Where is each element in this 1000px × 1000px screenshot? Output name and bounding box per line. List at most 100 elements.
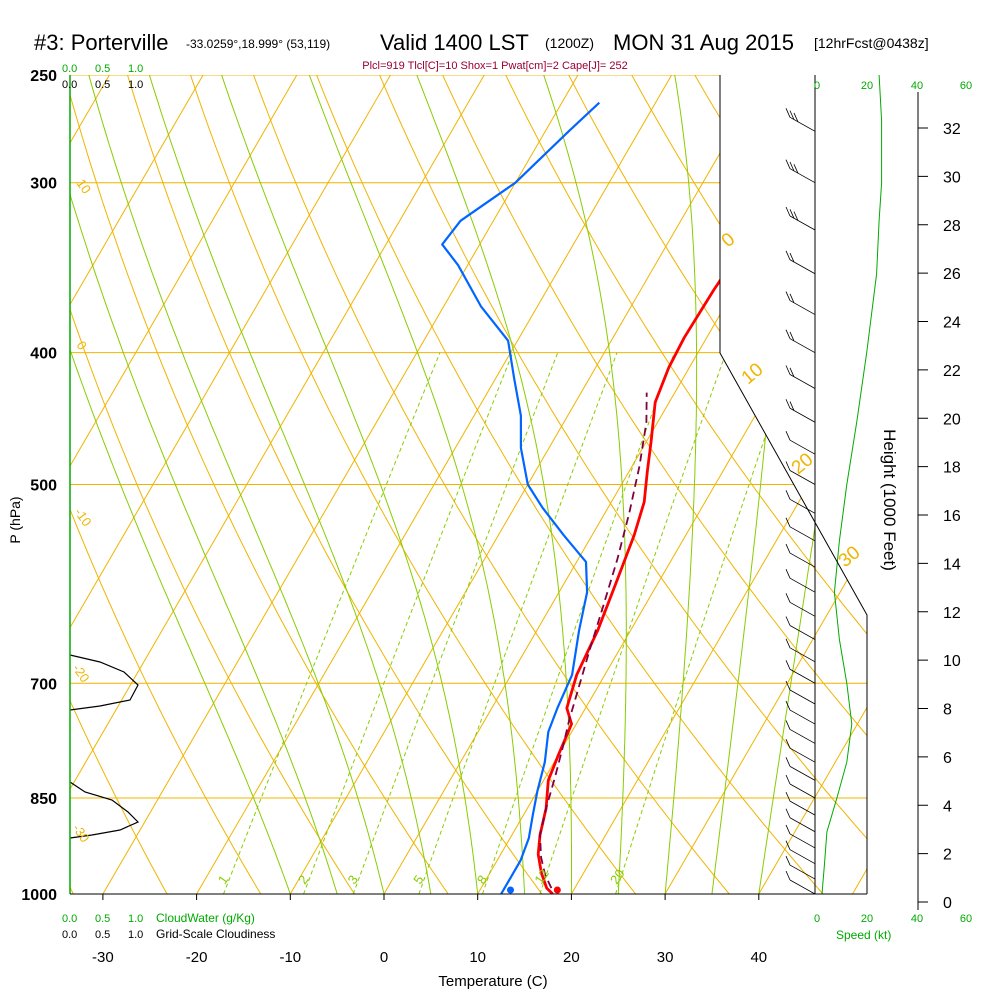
dry-adiabat-line [431, 75, 867, 894]
wind-barb [789, 552, 816, 568]
wind-barb [789, 116, 816, 132]
dry-adiabat-line [805, 75, 867, 894]
wind-barb [789, 577, 816, 593]
y-tick-label: 700 [30, 676, 57, 693]
isotherm-line [664, 75, 867, 894]
wind-barb [789, 817, 816, 833]
isotherm-line [0, 75, 16, 894]
wind-barb-flag [785, 616, 791, 626]
speed-top-tick: 20 [861, 80, 873, 92]
height-axis-title: Height (1000 Feet) [880, 429, 899, 571]
wind-barb-flag [785, 700, 791, 711]
wind-barb-flag [789, 110, 795, 120]
wind-barb [789, 689, 816, 705]
moist-adiabat-line [664, 75, 698, 894]
y-tick-label: 300 [30, 176, 57, 193]
speed-bottom-tick: 40 [911, 913, 923, 925]
moist-adiabat-line [148, 75, 432, 894]
moist-adiabat-line [70, 75, 291, 894]
cloud-top-green-tick: 0.0 [62, 63, 77, 75]
y-tick-label: 250 [30, 68, 57, 85]
height-tick-label: 22 [943, 363, 961, 380]
wind-barb-flag [793, 112, 799, 123]
wind-barb [789, 709, 816, 725]
wind-barb-flag [785, 490, 791, 500]
wind-barb [789, 259, 816, 275]
x-tick-label: -20 [186, 949, 208, 966]
wind-barb [789, 864, 816, 880]
x-tick-label: 40 [750, 949, 767, 966]
moist-adiabat-line [221, 75, 479, 894]
cloudiness-profile-upper [69, 654, 139, 711]
dry-adiabat-line [493, 75, 867, 894]
height-tick-label: 2 [943, 847, 952, 864]
wind-barb-flag [785, 543, 791, 554]
wind-barb-flag [785, 250, 791, 260]
height-tick-label: 30 [943, 169, 961, 186]
dry-adiabat-line [992, 51, 1000, 923]
sounding-series [441, 97, 830, 894]
height-tick-label: 26 [943, 266, 961, 283]
adiabat-label: 10 [738, 359, 768, 389]
wind-barb-flag [785, 660, 791, 670]
wind-barb-flag [793, 211, 799, 221]
forecast-info: [12hrFcst@0438z] [814, 35, 929, 51]
height-tick-label: 16 [943, 508, 961, 525]
wind-barb-flag [789, 209, 795, 219]
isotherm-line [196, 75, 673, 894]
wind-barb-flag [785, 774, 791, 785]
y-tick-label: 400 [30, 346, 57, 363]
cloud-bottom-black-tick: 0.0 [62, 929, 77, 941]
diagram-right-edge [719, 75, 868, 894]
wind-barb [789, 783, 816, 799]
mixing-ratio-line [352, 352, 559, 894]
wind-barb-flag [785, 593, 791, 603]
moist-adiabat-line [416, 75, 572, 894]
wind-barb [789, 526, 816, 542]
wind-panel [785, 74, 883, 895]
wind-barb-flag [785, 431, 791, 441]
x-tick-label: 10 [469, 949, 486, 966]
wind-barb [789, 300, 816, 315]
dry-adiabat-line [70, 75, 469, 894]
cloud-bottom-black-tick: 0.5 [95, 929, 110, 941]
height-tick-label: 6 [943, 750, 952, 767]
wind-barb-flag [789, 401, 795, 411]
dry-adiabat-line [70, 75, 184, 894]
wind-barb [789, 338, 816, 354]
wind-barb [789, 498, 816, 514]
y-tick-label: 1000 [21, 887, 57, 904]
height-tick-label: 32 [943, 121, 961, 138]
dry-adiabat-line [369, 75, 867, 894]
height-tick-label: 20 [943, 411, 961, 428]
isotherm-line [102, 75, 579, 894]
cloud-panel [69, 654, 140, 839]
wind-barb-flag [785, 870, 791, 881]
speed-top-tick: 60 [960, 80, 972, 92]
dry-adiabat-line [930, 51, 1000, 923]
wind-barb-flag [785, 808, 791, 818]
isotherm-line [70, 75, 391, 894]
cloud-bottom-green-tick: 0.0 [62, 913, 77, 925]
mixing-ratio-label: 20 [607, 866, 628, 886]
wind-barb [789, 470, 816, 485]
wind-barb-flag [785, 824, 791, 835]
wind-barb [789, 647, 816, 663]
dry-adiabat-line [70, 75, 374, 894]
wind-barb-flag [789, 367, 795, 377]
diagram-background-lines [0, 51, 1000, 923]
wind-barb-flag [785, 569, 791, 579]
isotherm-line [946, 75, 1000, 894]
isotherm-label: -10 [72, 505, 95, 529]
wind-barb [789, 439, 816, 455]
height-tick-label: 8 [943, 702, 952, 719]
x-tick-label: 30 [657, 949, 674, 966]
isotherm-line [70, 75, 485, 894]
wind-barb-flag [785, 638, 791, 648]
x-axis-title: Temperature (C) [438, 973, 547, 990]
dry-adiabat-line [70, 75, 279, 894]
wind-barb [789, 168, 816, 184]
station-coords: -33.0259°,18.999° (53,119) [186, 37, 330, 51]
dry-adiabat-line [182, 75, 659, 894]
